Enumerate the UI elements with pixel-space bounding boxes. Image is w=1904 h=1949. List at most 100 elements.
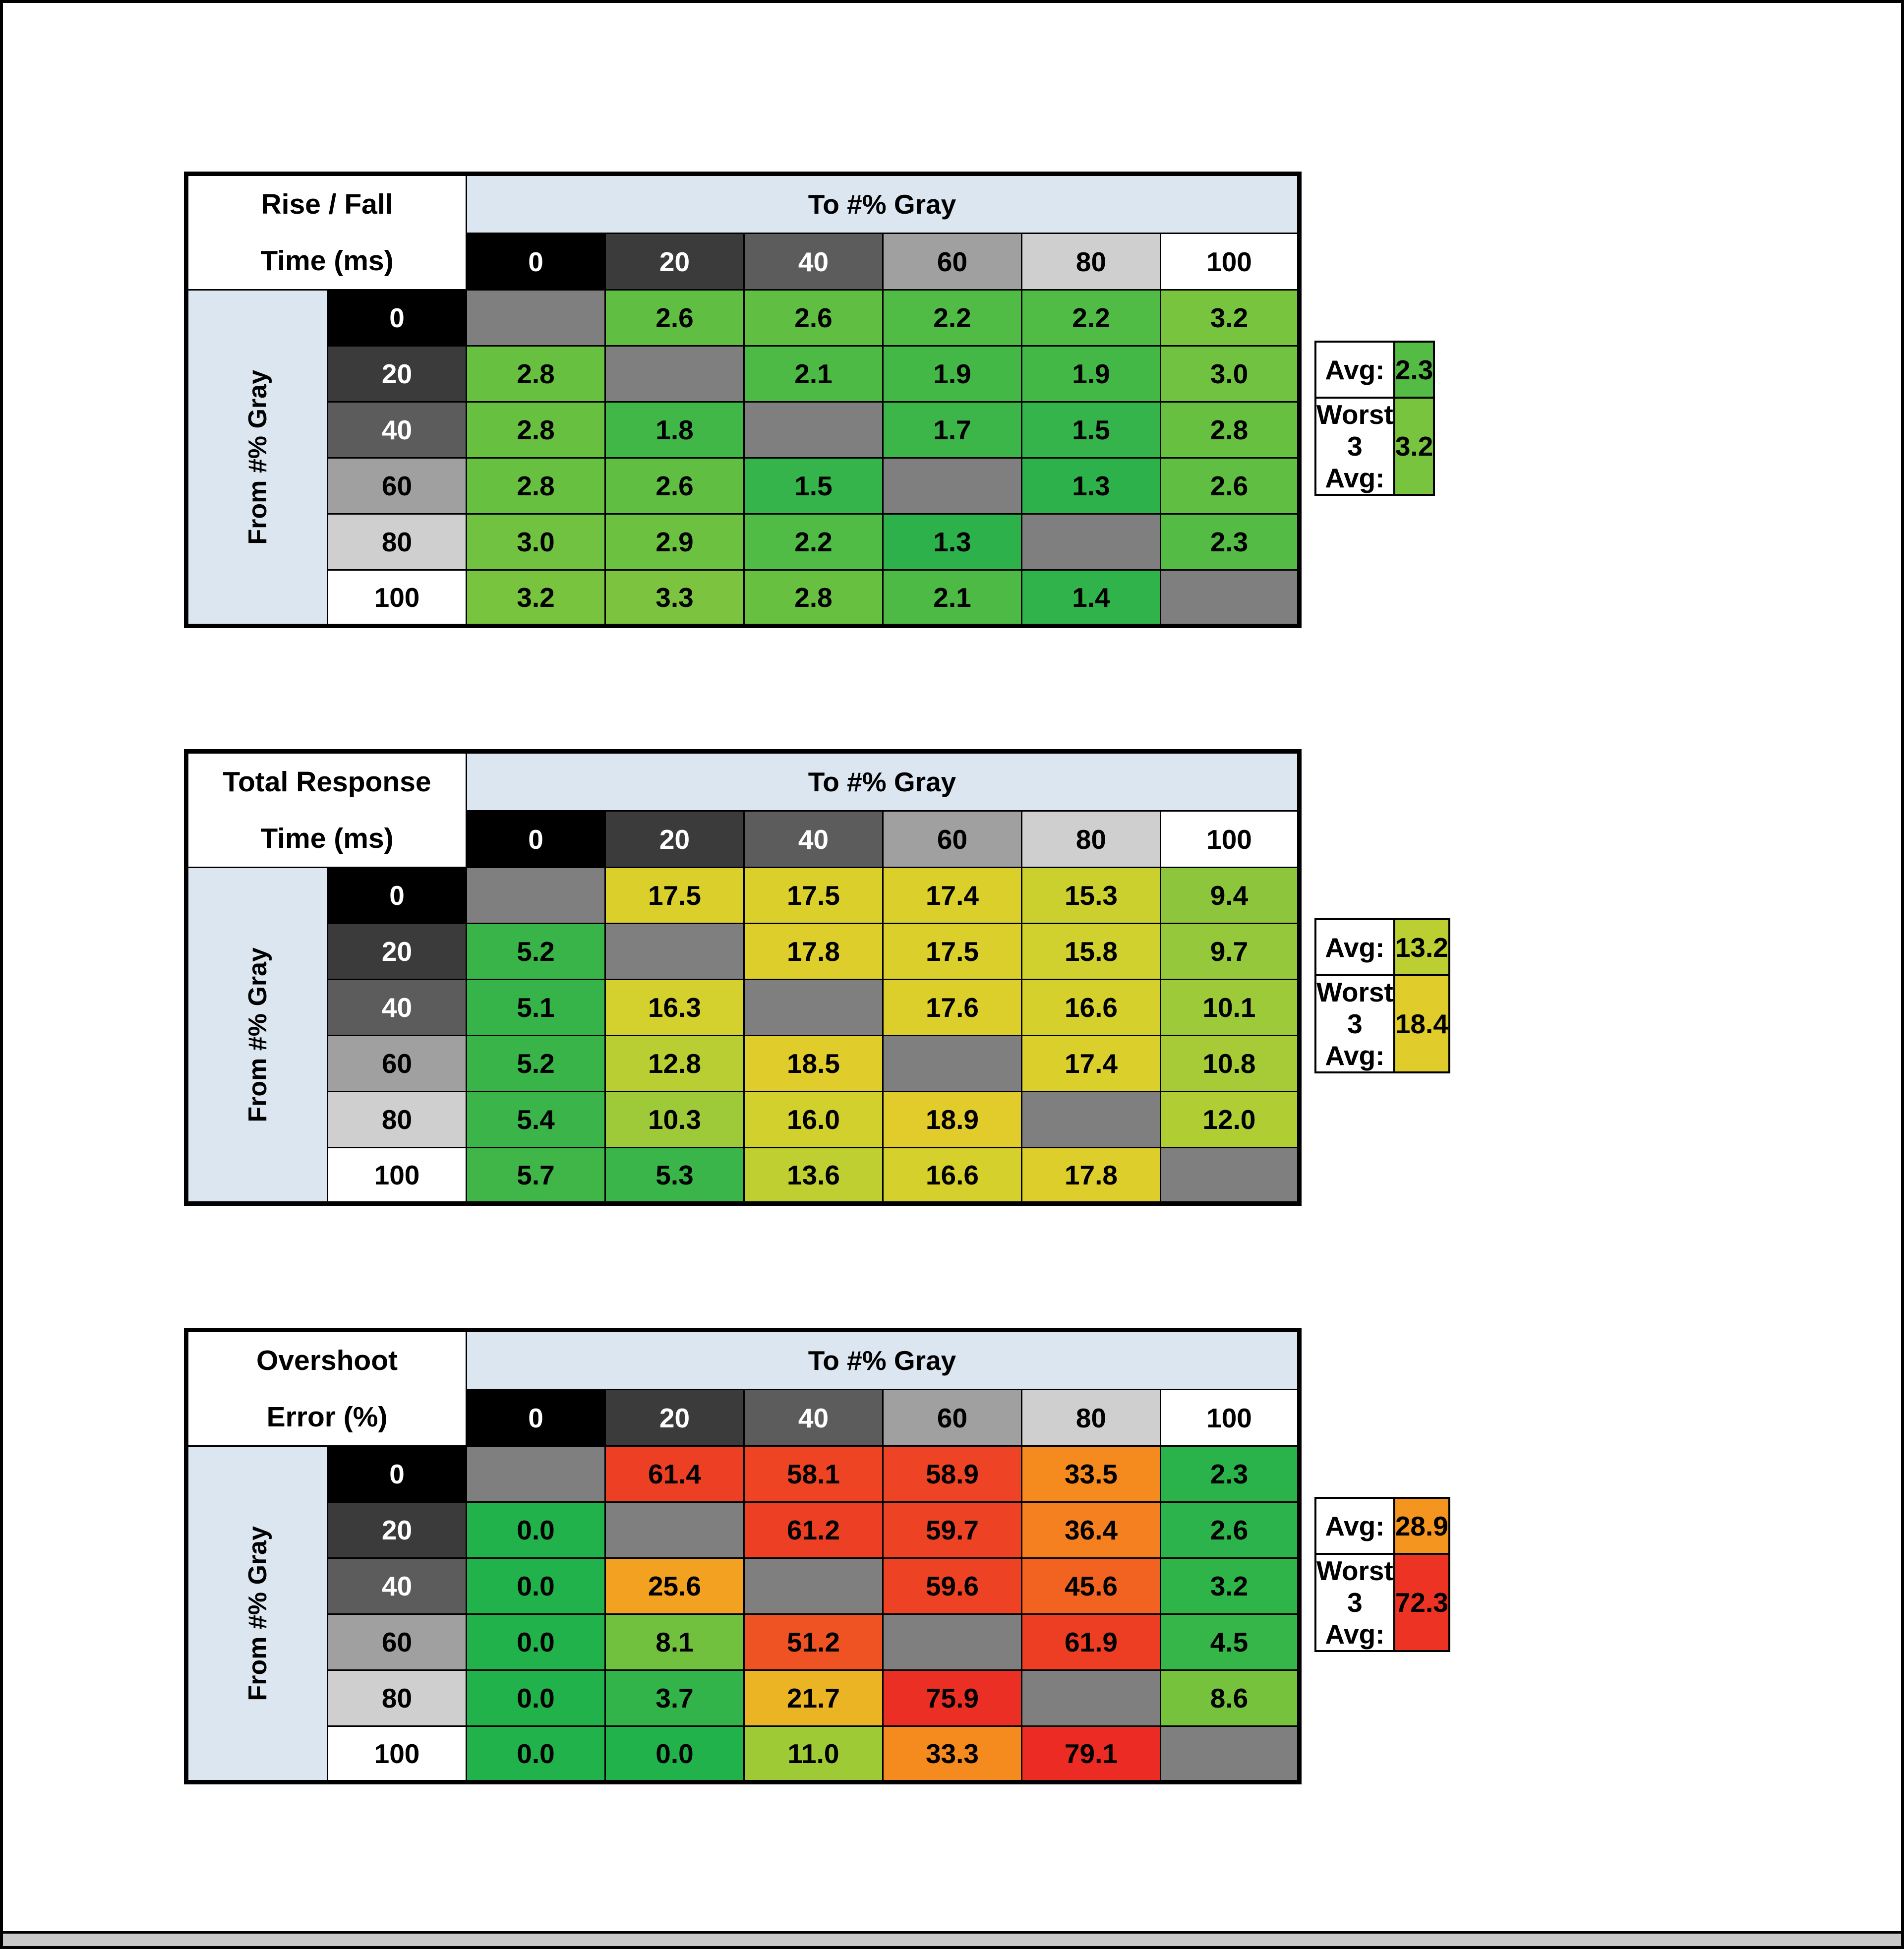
heatmap-cell: 17.5 (882, 923, 1022, 980)
summary-row: Worst 3 Avg: 72.3 (1314, 1553, 1450, 1652)
table-row: 80 0.0 3.7 21.7 75.9 8.6 (186, 1669, 1300, 1727)
heatmap-cell: 9.4 (1160, 867, 1300, 924)
average-value: 13.2 (1393, 918, 1450, 976)
header-row-2: 0 20 40 60 80 100 (186, 1389, 1300, 1447)
table-row: 100 5.7 5.3 13.6 16.6 17.8 (186, 1147, 1300, 1204)
heatmap-cell: 5.2 (466, 1035, 606, 1092)
heatmap-cell: 16.6 (1021, 979, 1161, 1036)
diagonal-cell (1021, 1669, 1161, 1727)
row-header-gray-60: 60 (327, 1613, 467, 1671)
diagonal-cell (1021, 513, 1161, 571)
diagonal-cell (604, 1501, 745, 1559)
heatmap-cell: 2.8 (1160, 401, 1300, 459)
heatmap-cell: 0.0 (466, 1669, 606, 1727)
col-header-gray-80: 80 (1021, 1389, 1161, 1447)
heatmap-cell: 2.6 (1160, 1501, 1300, 1559)
col-header-gray-40: 40 (743, 233, 884, 291)
heatmap-cell: 17.4 (882, 867, 1022, 924)
scrollbar-horizontal[interactable] (3, 1931, 1901, 1946)
table-row: From #% Gray 0 61.4 58.1 58.9 33.5 2.3 (185, 1445, 1300, 1783)
heatmap-cell: 16.3 (604, 979, 745, 1036)
summary-table: Avg: 2.3 Worst 3 Avg: 3.2 (1314, 341, 1435, 496)
heatmap-cell: 17.5 (604, 867, 745, 924)
heatmap-cell: 2.8 (466, 345, 606, 403)
heatmap-cell: 17.8 (743, 923, 884, 980)
table-row: 60 2.8 2.6 1.5 1.3 2.6 (186, 457, 1300, 515)
heatmap-cell: 1.8 (604, 401, 745, 459)
heatmap-cell: 18.5 (743, 1035, 884, 1092)
heatmap-cell: 16.6 (882, 1147, 1022, 1204)
heatmap-cell: 1.3 (882, 513, 1022, 571)
table-row: 60 0.0 8.1 51.2 61.9 4.5 (186, 1613, 1300, 1671)
summary-row: Worst 3 Avg: 3.2 (1314, 397, 1435, 496)
table-title-line: Error (%) (266, 1401, 388, 1433)
table-row: 20 2.8 2.1 1.9 1.9 3.0 (186, 345, 1300, 403)
heatmap-cell: 2.6 (604, 457, 745, 515)
table-row: 80 3.0 2.9 2.2 1.3 2.3 (186, 513, 1300, 571)
average-value: 28.9 (1393, 1497, 1450, 1555)
summary-table: Avg: 28.9 Worst 3 Avg: 72.3 (1314, 1497, 1450, 1652)
table-row: 80 5.4 10.3 16.0 18.9 12.0 (186, 1091, 1300, 1148)
header-row-2: 0 20 40 60 80 100 (186, 233, 1300, 291)
table-row: From #% Gray 0 17.5 17.5 17.4 15.3 9.4 (185, 867, 1300, 1204)
from-gray-axis-text: From #% Gray (243, 369, 272, 545)
heatmap-cell: 36.4 (1021, 1501, 1161, 1559)
diagonal-cell (882, 1613, 1022, 1671)
row-header-gray-20: 20 (327, 923, 467, 980)
to-gray-axis-label: To #% Gray (466, 750, 1300, 812)
heatmap-cell: 33.3 (882, 1725, 1022, 1783)
summary-row: Avg: 28.9 (1314, 1497, 1450, 1555)
table-title-line: Overshoot (256, 1345, 398, 1376)
worst-3-average-label: Worst 3 Avg: (1314, 1553, 1395, 1652)
average-value: 2.3 (1393, 341, 1435, 399)
summary-block-overshoot-error: Avg: 28.9 Worst 3 Avg: 72.3 (1314, 1497, 1450, 1652)
heatmap-cell: 75.9 (882, 1669, 1022, 1727)
heatmap-cell: 2.1 (743, 345, 884, 403)
col-header-gray-100: 100 (1160, 1389, 1300, 1447)
header-row-1: Total Response Time (ms) To #% Gray (185, 750, 1300, 868)
average-label: Avg: (1314, 918, 1395, 976)
table-row: 40 0.0 25.6 59.6 45.6 3.2 (186, 1557, 1300, 1615)
heatmap-cell: 59.6 (882, 1557, 1022, 1615)
heatmap-cell: 4.5 (1160, 1613, 1300, 1671)
heatmap-cell: 3.0 (466, 513, 606, 571)
table-row: 40 2.8 1.8 1.7 1.5 2.8 (186, 401, 1300, 459)
diagonal-cell (1160, 1725, 1300, 1783)
heatmap-cell: 2.2 (743, 513, 884, 571)
header-row-1: Overshoot Error (%) To #% Gray (185, 1329, 1300, 1447)
heatmap-cell: 79.1 (1021, 1725, 1161, 1783)
diagonal-cell (743, 1557, 884, 1615)
heatmap-cell: 0.0 (466, 1557, 606, 1615)
heatmap-cell: 12.8 (604, 1035, 745, 1092)
col-header-gray-40: 40 (743, 1389, 884, 1447)
col-header-gray-100: 100 (1160, 233, 1300, 291)
col-header-gray-80: 80 (1021, 810, 1161, 868)
heatmap-cell: 61.2 (743, 1501, 884, 1559)
row-header-gray-40: 40 (327, 1557, 467, 1615)
col-header-gray-20: 20 (604, 810, 745, 868)
heatmap-cell: 1.9 (882, 345, 1022, 403)
heatmap-cell: 3.2 (1160, 1557, 1300, 1615)
heatmap-cell: 21.7 (743, 1669, 884, 1727)
table-title-rise-fall-time: Rise / Fall Time (ms) (185, 173, 467, 291)
table-row: 60 5.2 12.8 18.5 17.4 10.8 (186, 1035, 1300, 1092)
heatmap-cell: 0.0 (466, 1725, 606, 1783)
heatmap-cell: 5.3 (604, 1147, 745, 1204)
row-header-gray-100: 100 (327, 569, 467, 627)
diagonal-cell (882, 457, 1022, 515)
summary-block-rise-fall-time: Avg: 2.3 Worst 3 Avg: 3.2 (1314, 341, 1435, 496)
heatmap-cell: 8.6 (1160, 1669, 1300, 1727)
heatmap-cell: 45.6 (1021, 1557, 1161, 1615)
average-label: Avg: (1314, 1497, 1395, 1555)
summary-row: Worst 3 Avg: 18.4 (1314, 974, 1450, 1073)
heatmap-cell: 17.6 (882, 979, 1022, 1036)
row-header-gray-0: 0 (327, 289, 467, 347)
table-title-line: Time (ms) (260, 823, 394, 854)
heatmap-cell: 17.5 (743, 867, 884, 924)
row-header-gray-80: 80 (327, 513, 467, 571)
heatmap-cell: 3.3 (604, 569, 745, 627)
col-header-gray-60: 60 (882, 233, 1022, 291)
heatmap-cell: 59.7 (882, 1501, 1022, 1559)
heatmap-table-total-response-time: Total Response Time (ms) To #% Gray 0 20 40 60… (184, 749, 1302, 1206)
